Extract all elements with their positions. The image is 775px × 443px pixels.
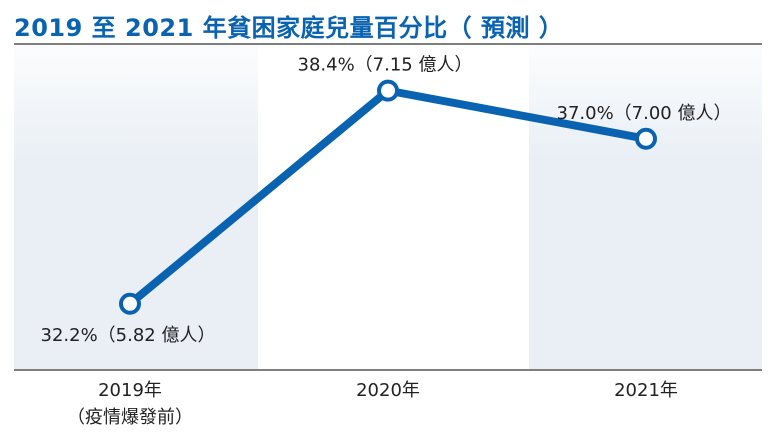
data-label-1: 32.2%（5.82 億人） bbox=[41, 325, 216, 346]
data-point-2 bbox=[377, 79, 399, 102]
column-bands bbox=[14, 45, 762, 369]
column-band-1 bbox=[14, 45, 258, 369]
x-tick-labels-layer: 2019年（疫情爆發前） 2020年 2021年 bbox=[67, 380, 678, 428]
data-point-3 bbox=[635, 127, 657, 150]
data-label-2: 38.4%（7.15 億人） bbox=[298, 55, 473, 76]
x-tick-label-1: 2019年（疫情爆發前） bbox=[67, 380, 193, 428]
points-layer bbox=[119, 79, 657, 315]
data-labels-layer: 32.2%（5.82 億人） 38.4%（7.15 億人） 37.0%（7.00 億… bbox=[41, 55, 732, 346]
x-tick-label-3: 2021年 bbox=[614, 380, 678, 401]
data-label-3: 37.0%（7.00 億人） bbox=[557, 103, 732, 124]
x-tick-label-2: 2020年 bbox=[356, 380, 420, 401]
data-point-1 bbox=[119, 292, 141, 315]
chart-title: 2019 至 2021 年貧困家庭兒量百分比（ 預測 ） bbox=[14, 14, 564, 42]
column-band-3 bbox=[529, 45, 762, 369]
